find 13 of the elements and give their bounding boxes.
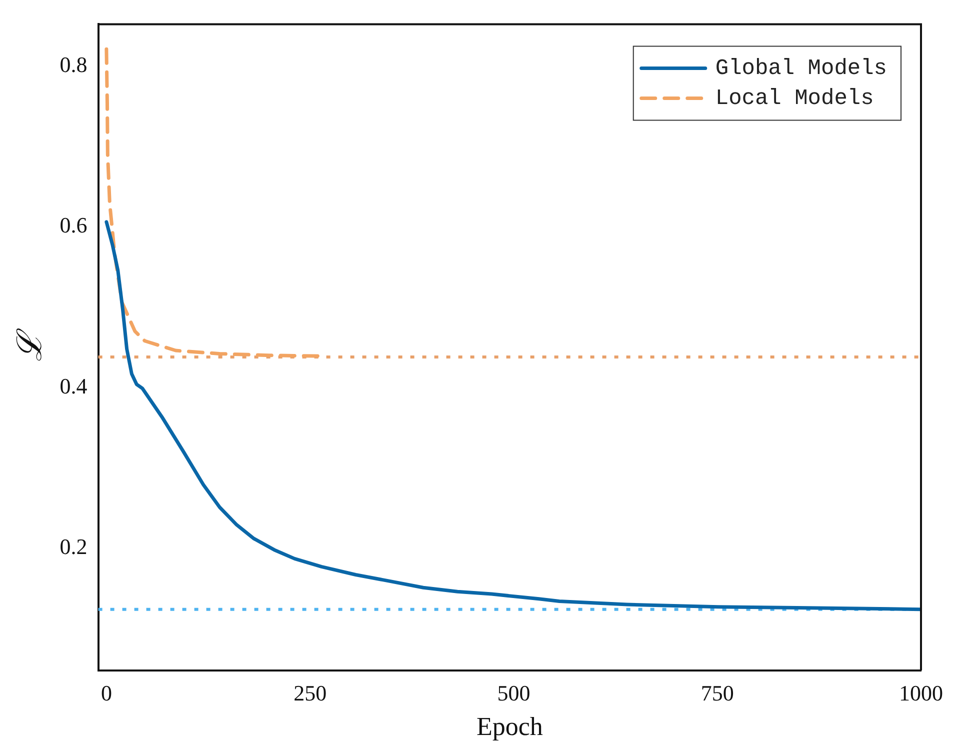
y-tick-label: 0.2 (60, 534, 88, 560)
y-tick-label: 0.6 (60, 212, 88, 238)
x-axis-title: Epoch (476, 712, 543, 742)
x-tick-label: 500 (497, 680, 530, 706)
x-tick-label: 250 (294, 680, 327, 706)
legend-label: Local Models (715, 86, 874, 112)
x-tick-label: 0 (100, 680, 112, 706)
y-axis-title: ℒ (10, 327, 50, 362)
y-tick-label: 0.8 (60, 52, 88, 77)
legend-label: Global Models (715, 56, 888, 82)
x-tick-label: 750 (700, 680, 734, 706)
x-tick-label: 1000 (899, 680, 943, 706)
y-tick-label: 0.4 (60, 373, 88, 398)
